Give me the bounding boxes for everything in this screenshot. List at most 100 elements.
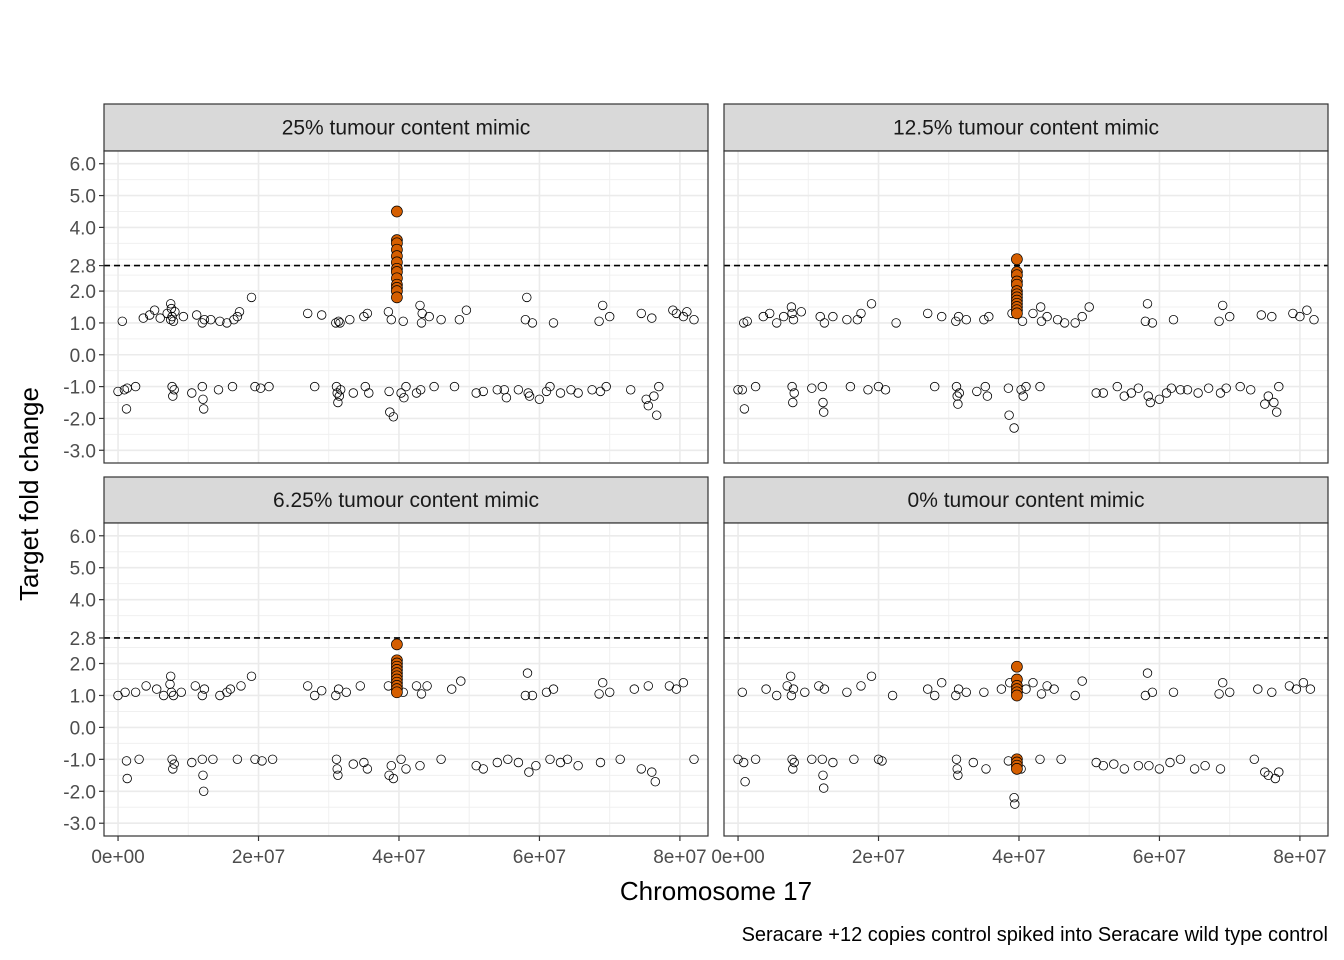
data-point (842, 687, 852, 698)
data-point (1256, 310, 1267, 320)
data-point (678, 311, 689, 322)
data-point (548, 318, 559, 328)
data-point (1263, 391, 1274, 401)
y-tick-label: 5.0 (70, 187, 96, 208)
data-point (643, 401, 654, 411)
data-point (1168, 315, 1179, 325)
data-point (789, 388, 799, 398)
data-point (155, 313, 165, 323)
data-point (758, 311, 769, 322)
data-point (454, 315, 465, 325)
data-point (385, 407, 395, 417)
data-point (166, 687, 177, 698)
data-point (501, 393, 512, 403)
data-point (1036, 689, 1047, 699)
data-point (1253, 684, 1263, 694)
data-point (416, 385, 426, 395)
data-point (401, 764, 411, 774)
data-point (1077, 676, 1087, 686)
data-point (1018, 391, 1028, 401)
data-point (573, 761, 583, 771)
data-point (222, 687, 232, 698)
data-point (513, 385, 524, 395)
data-point (1036, 316, 1047, 327)
facet-strip (103, 103, 709, 152)
data-point (787, 381, 797, 392)
data-point (362, 308, 373, 319)
data-point (197, 754, 208, 765)
data-point (168, 391, 178, 401)
data-point (828, 757, 838, 768)
data-point (1049, 684, 1059, 694)
data-point (1112, 381, 1123, 392)
data-point (1166, 383, 1177, 393)
data-point (449, 381, 460, 392)
data-point (130, 687, 141, 698)
data-point (331, 754, 342, 765)
data-point (1059, 318, 1070, 328)
y-tick-label: -3.0 (63, 441, 96, 462)
data-point (424, 311, 434, 322)
y-tick-label: 6.0 (70, 527, 96, 548)
data-point (796, 307, 807, 317)
data-point (819, 783, 829, 793)
data-point (167, 754, 177, 765)
facet-strip (723, 476, 1329, 524)
data-point (1147, 687, 1158, 698)
highlight-point (391, 686, 403, 699)
data-point (234, 307, 245, 317)
data-point (317, 310, 327, 320)
data-point (649, 391, 659, 401)
data-point (880, 385, 891, 395)
data-point (807, 754, 817, 765)
data-point (1175, 754, 1186, 765)
data-point (113, 386, 123, 397)
highlight-point (1011, 689, 1023, 702)
facet-strip (103, 476, 709, 524)
data-point (788, 397, 798, 408)
data-point (197, 381, 208, 392)
y-tick-label: -1.0 (63, 750, 96, 771)
data-point (1147, 318, 1158, 328)
data-point (951, 381, 962, 392)
data-point (972, 386, 982, 397)
data-point (225, 684, 236, 694)
data-point (478, 386, 489, 397)
data-point (887, 690, 898, 701)
data-point (961, 687, 972, 698)
data-point (1215, 764, 1226, 774)
data-point (1091, 388, 1101, 398)
data-point (954, 388, 965, 398)
facet-strip (723, 103, 1329, 152)
data-point (232, 311, 243, 322)
data-point (595, 757, 606, 768)
data-point (401, 381, 411, 392)
y-tick-label: 2.0 (70, 282, 96, 303)
highlight-point (391, 291, 403, 304)
data-point (364, 388, 374, 398)
data-point (341, 687, 352, 698)
data-point (527, 318, 538, 328)
data-point (952, 391, 962, 401)
data-point (1224, 687, 1235, 698)
data-point (399, 393, 409, 403)
x-tick-label: 2e+07 (852, 847, 905, 868)
data-point (545, 381, 555, 392)
data-point (138, 313, 149, 323)
data-point (1260, 767, 1270, 777)
y-tick-label: 1.0 (70, 314, 96, 335)
data-point (1142, 668, 1153, 678)
data-point (1035, 302, 1046, 312)
data-point (355, 681, 366, 691)
data-point (141, 681, 151, 691)
data-point (165, 299, 176, 309)
data-point (178, 311, 189, 322)
data-point (1271, 407, 1282, 417)
data-point (1161, 388, 1172, 398)
data-point (384, 386, 394, 397)
data-point (471, 388, 481, 398)
data-point (492, 757, 503, 768)
data-point (167, 381, 177, 392)
x-tick-label: 4e+07 (372, 847, 425, 868)
data-point (119, 385, 130, 395)
